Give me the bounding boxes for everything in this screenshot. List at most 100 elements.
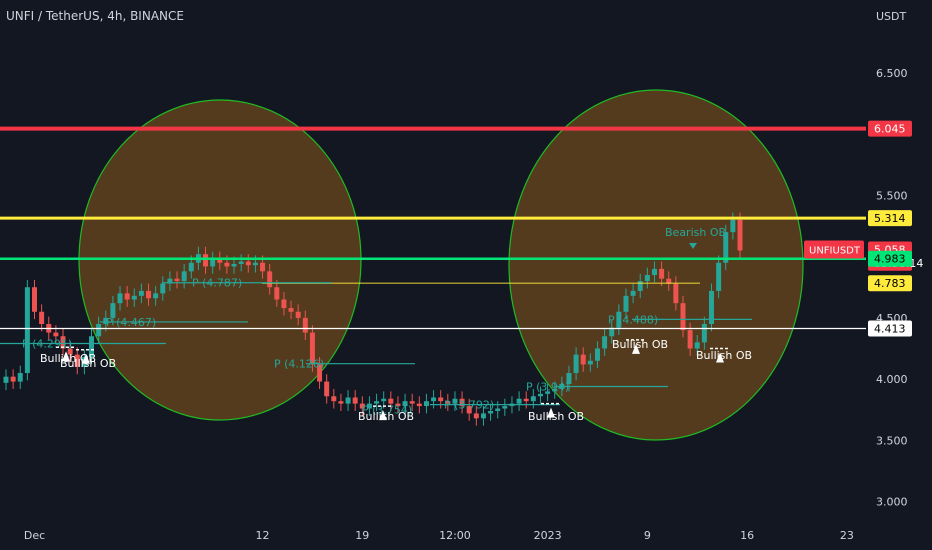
candle-body <box>103 317 109 324</box>
pivot-lines <box>0 282 752 406</box>
pivot-label: P (3.94) <box>526 380 569 393</box>
price-tag-text: 4.783 <box>874 277 906 290</box>
candle-body <box>224 262 230 267</box>
candle-body <box>680 303 686 331</box>
bullish-arrow-icon <box>547 407 555 418</box>
candle-body <box>416 403 422 407</box>
candle-body <box>630 290 636 296</box>
candle-body <box>39 311 45 324</box>
candle-body <box>24 287 30 373</box>
candle-body <box>488 410 494 414</box>
candle-body <box>203 254 209 267</box>
candle-body <box>231 263 237 267</box>
candle-body <box>153 293 159 299</box>
candle-body <box>566 373 572 385</box>
time-tick-label: 2023 <box>534 529 562 542</box>
candle-body <box>167 278 173 284</box>
bullish-arrow-icon <box>62 351 70 362</box>
candle-body <box>309 332 315 365</box>
candle-body <box>89 336 95 358</box>
pivot-label: P (4.126) <box>274 358 324 371</box>
candle-body <box>723 232 729 263</box>
price-tag: 4.413 <box>868 320 912 337</box>
candle-body <box>730 219 736 233</box>
candle-body <box>516 398 522 404</box>
candle-body <box>331 396 337 402</box>
candle-body <box>374 401 380 404</box>
candle-body <box>459 398 465 407</box>
pivot-label: P (3.792) <box>444 399 494 412</box>
candle-body <box>609 327 615 337</box>
candle-body <box>602 336 608 349</box>
symbol-badge-text: UNFIUSDT <box>809 246 861 257</box>
candle-body <box>687 330 693 349</box>
candle-body <box>637 281 643 291</box>
bullish-arrow-icon <box>632 343 640 354</box>
candle-body <box>67 348 73 355</box>
highlight-circle <box>508 89 804 441</box>
symbol-badge: UNFIUSDT <box>804 240 864 259</box>
candle-body <box>587 360 593 365</box>
candle-body <box>673 283 679 304</box>
candle-body <box>366 403 372 409</box>
candle-body <box>694 342 700 349</box>
candle-body <box>96 324 102 337</box>
candle-body <box>537 393 543 397</box>
time-tick-label: 23 <box>840 529 854 542</box>
candle-body <box>295 311 301 318</box>
horizontal-levels <box>0 126 866 330</box>
price-tag-text: 5.314 <box>874 212 906 225</box>
candle-body <box>60 336 66 349</box>
pivot-label: P (4.488) <box>608 313 658 326</box>
bullish-arrow-icon <box>82 353 90 364</box>
candle-body <box>552 388 558 392</box>
time-tick-label: 16 <box>740 529 754 542</box>
time-tick-label: 12:00 <box>439 529 471 542</box>
candle-body <box>117 293 123 304</box>
candle-body <box>17 373 23 382</box>
price-tag-bg <box>868 250 912 267</box>
price-axis: 6.5005.5004.5004.0003.5003.0006.0455.314… <box>804 67 923 509</box>
price-tag-text: 4.413 <box>874 323 906 336</box>
price-tag-text: 6.045 <box>874 123 906 136</box>
candle-body <box>580 354 586 365</box>
candle-body <box>238 261 244 264</box>
price-tick-label: 4.000 <box>876 373 908 386</box>
candle-body <box>345 397 351 404</box>
candle-body <box>324 381 330 397</box>
price-tag: 6.045 <box>868 120 912 137</box>
pivot-label: P (4.291) <box>22 337 72 350</box>
candle-body <box>188 262 194 272</box>
candle-body <box>160 283 166 294</box>
candle-body <box>666 278 672 284</box>
candle-body <box>502 406 508 409</box>
bullish-ob-label: Bullish OB <box>528 410 584 423</box>
candle-body <box>10 376 16 382</box>
candle-body <box>573 354 579 373</box>
candle-body <box>423 401 429 407</box>
price-tag-bg <box>868 210 912 227</box>
price-tag: 4.983 <box>868 250 912 267</box>
candle-body <box>644 275 650 282</box>
candle-body <box>146 290 152 299</box>
candlestick-series <box>3 212 743 426</box>
bullish-ob-label: Bullish OB <box>358 410 414 423</box>
bearish-arrow-icon <box>689 243 697 249</box>
bullish-ob-label: Bullish OB <box>696 349 752 362</box>
candle-body <box>395 403 401 407</box>
candle-body <box>659 268 665 279</box>
candle-body <box>495 408 501 411</box>
bullish-arrow-icon <box>716 352 724 363</box>
candle-body <box>594 348 600 361</box>
candle-body <box>174 278 180 282</box>
currency-label: USDT <box>876 10 907 23</box>
time-tick-label: Dec <box>24 529 45 542</box>
candle-body <box>267 271 273 288</box>
candle-body <box>466 406 472 414</box>
candle-body <box>245 261 251 266</box>
candle-body <box>138 290 144 296</box>
candle-body <box>131 295 137 300</box>
candle-body <box>338 401 344 404</box>
